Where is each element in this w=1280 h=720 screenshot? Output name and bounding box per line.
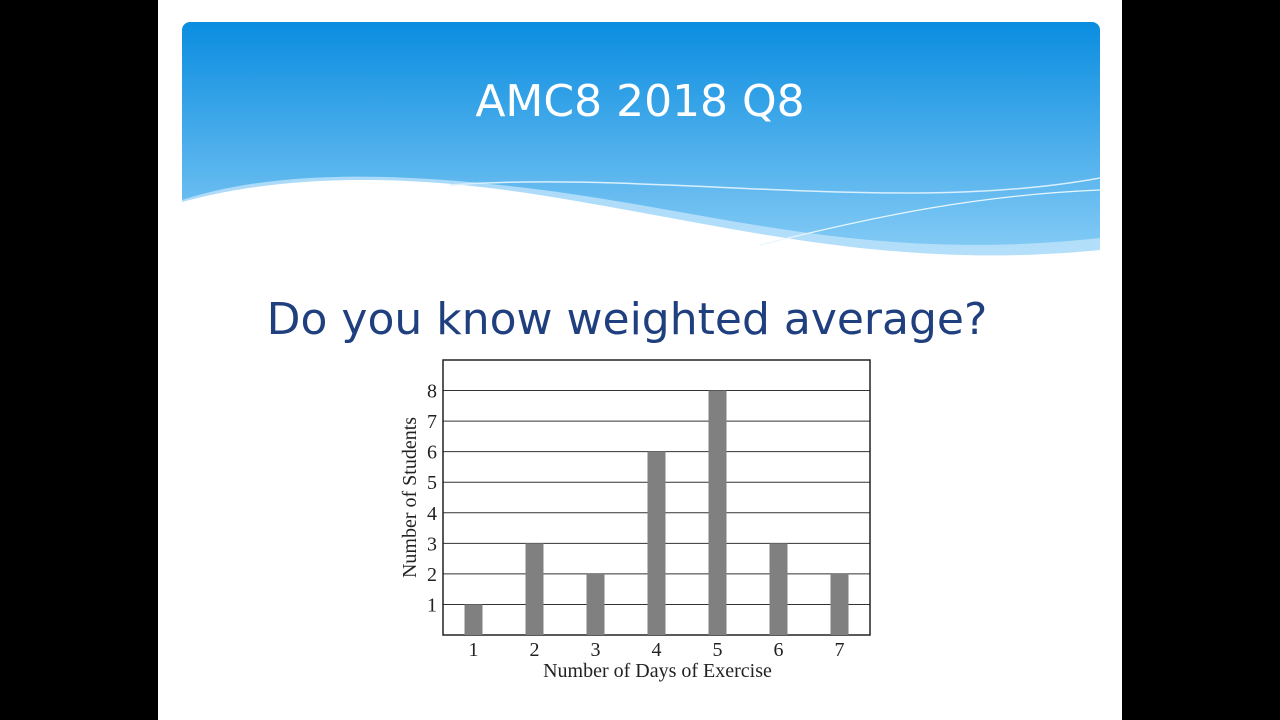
x-tick-label: 5 xyxy=(713,639,723,661)
x-tick-label: 7 xyxy=(835,639,845,661)
x-tick-label: 3 xyxy=(591,639,601,661)
bar xyxy=(464,604,483,635)
wave-white xyxy=(182,179,1100,280)
y-tick-label: 5 xyxy=(427,472,437,494)
bar xyxy=(830,573,849,635)
x-tick-label: 4 xyxy=(652,639,662,661)
chart: 1 2 3 4 5 6 7 8 1 2 3 4 5 6 7 Number of Days of Exercis… xyxy=(399,359,871,682)
x-tick-label: 6 xyxy=(774,639,784,661)
bar xyxy=(647,451,666,635)
slide-heading: Do you know weighted average? xyxy=(267,294,988,345)
wave-line xyxy=(759,189,1101,246)
bar xyxy=(586,573,605,635)
y-tick-label: 6 xyxy=(427,442,437,464)
bar xyxy=(525,543,544,635)
y-tick-label: 3 xyxy=(427,533,437,555)
x-tick-label: 1 xyxy=(469,639,479,661)
x-axis-label: Number of Days of Exercise xyxy=(543,660,772,682)
y-tick-label: 2 xyxy=(427,564,437,586)
bar xyxy=(708,390,727,635)
y-tick-label: 8 xyxy=(427,381,437,403)
x-tick-label: 2 xyxy=(530,639,540,661)
y-tick-label: 7 xyxy=(427,411,437,433)
slide-title: AMC8 2018 Q8 xyxy=(475,76,804,127)
y-tick-label: 1 xyxy=(427,594,437,616)
y-axis-label: Number of Students xyxy=(399,417,421,578)
y-tick-label: 4 xyxy=(427,503,437,525)
bar xyxy=(769,543,788,635)
wave-line xyxy=(449,177,1101,194)
